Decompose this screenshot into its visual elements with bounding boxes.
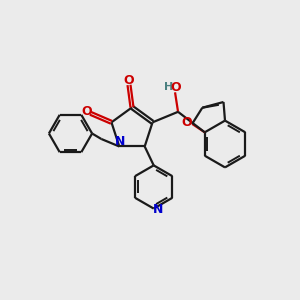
Text: N: N (115, 135, 126, 148)
Text: O: O (81, 105, 92, 118)
Text: H: H (164, 82, 173, 92)
Text: O: O (182, 116, 192, 129)
Text: N: N (153, 203, 163, 216)
Text: O: O (124, 74, 134, 87)
Text: O: O (170, 81, 181, 94)
